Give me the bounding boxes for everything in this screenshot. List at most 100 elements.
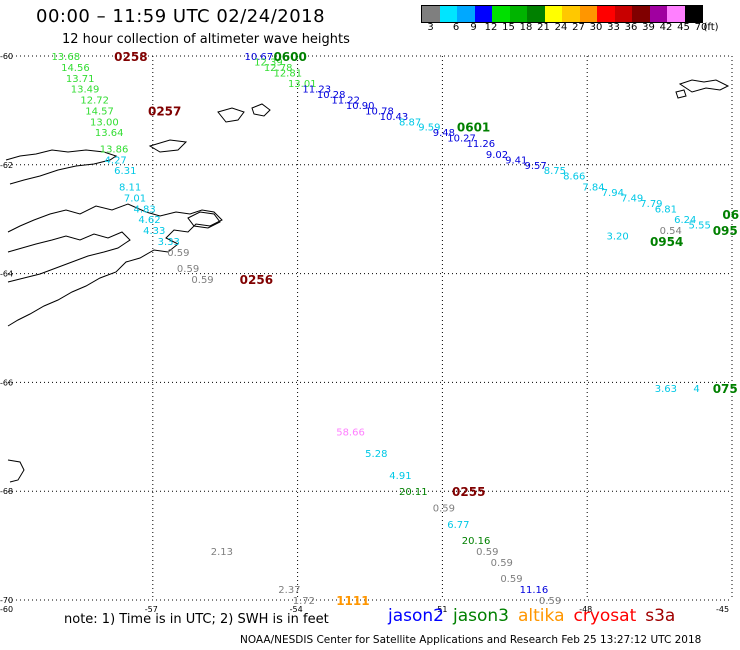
longitude-tick-label: -60 xyxy=(0,605,13,614)
wave-height-value: 10.90 xyxy=(346,101,375,112)
wave-height-value: 10.43 xyxy=(380,112,409,123)
wave-height-value: 4.27 xyxy=(105,155,127,166)
units-note: note: 1) Time is in UTC; 2) SWH is in fe… xyxy=(64,612,329,627)
wave-height-value: 10.67 xyxy=(245,52,274,63)
legend-item-cryosat: cryosat xyxy=(573,606,637,626)
wave-height-value: 4 xyxy=(693,384,699,395)
colorbar-level: 27 xyxy=(572,22,585,33)
wave-height-value: 12.78 xyxy=(264,63,293,74)
wave-height-value: 7.49 xyxy=(621,193,643,204)
colorbar-swatch xyxy=(579,6,597,22)
wave-height-value: 8.11 xyxy=(119,183,141,194)
coastline-peninsula-inner xyxy=(7,231,131,283)
pass-time-label: 0258 xyxy=(114,50,147,64)
wave-height-value: 20.11 xyxy=(399,487,428,498)
colorbar-level: 3 xyxy=(427,22,434,33)
wave-height-value: 6.77 xyxy=(447,520,469,531)
colorbar xyxy=(421,5,703,23)
colorbar-level: 18 xyxy=(519,22,533,33)
colorbar-swatch xyxy=(614,6,632,22)
wave-height-value: 8.66 xyxy=(563,172,585,183)
colorbar-level: 45 xyxy=(677,22,690,33)
colorbar-level: 24 xyxy=(554,22,568,33)
colorbar-swatch xyxy=(684,6,702,22)
wave-height-value: 7.01 xyxy=(124,193,146,204)
colorbar-level: 15 xyxy=(502,22,515,33)
colorbar-swatch xyxy=(439,6,457,22)
coastline-clarence-island xyxy=(251,103,271,117)
wave-height-value: 13.00 xyxy=(90,117,119,128)
pass-time-label: 075 xyxy=(713,382,738,396)
wave-height-value: 13.49 xyxy=(71,85,100,96)
pass-time-label: 0255 xyxy=(452,485,485,499)
colorbar-swatch xyxy=(562,6,580,22)
wave-height-value: 13.01 xyxy=(288,79,317,90)
wave-height-value: 4.83 xyxy=(133,204,155,215)
wave-height-value: 10.78 xyxy=(365,106,394,117)
graticule xyxy=(8,55,733,601)
wave-height-value: 10.28 xyxy=(317,90,346,101)
colorbar-swatch xyxy=(527,6,545,22)
coastline-south-orkney xyxy=(678,79,730,93)
coastline-south-shetland-west xyxy=(5,149,118,185)
colorbar-level: 6 xyxy=(452,22,460,33)
colorbar-level: 42 xyxy=(659,22,673,33)
legend-item-jason2: jason2 xyxy=(388,606,444,626)
pass-time-label: 06 xyxy=(722,208,739,222)
coastline-joinville-island xyxy=(187,211,221,229)
wave-height-value: 0.59 xyxy=(177,264,199,275)
colorbar-level: 12 xyxy=(484,22,498,33)
pass-time-label: 0257 xyxy=(148,104,181,118)
wave-height-value: 12.81 xyxy=(273,68,302,79)
wave-height-value: 9.57 xyxy=(524,161,546,172)
wave-height-value: 9.41 xyxy=(505,155,527,166)
axis-tick-labels: -60-62-64-66-68-70-60 -57 -54 -51 -48 -45 xyxy=(0,52,729,614)
wave-height-value: 0.59 xyxy=(500,574,522,585)
colorbar-level: 33 xyxy=(607,22,620,33)
pass-time-label: 0601 xyxy=(457,121,490,135)
longitude-tick-label: -45 xyxy=(716,605,729,614)
wave-height-value: 7.79 xyxy=(640,199,662,210)
colorbar-swatch xyxy=(597,6,615,22)
wave-height-value: 58.66 xyxy=(336,427,365,438)
pass-time-labels: 0258 0257 0256 0600 0601 0954 095 06 075 0255 1111 xyxy=(114,50,739,608)
coastline-elephant-island xyxy=(217,107,245,123)
wave-height-value: 9.59 xyxy=(418,123,440,134)
satellite-legend: jason2 jason3 altika cryosat s3a xyxy=(388,606,684,626)
wave-height-value: 7.84 xyxy=(582,183,604,194)
colorbar-level: 9 xyxy=(470,22,477,33)
wave-height-value: 13.71 xyxy=(66,74,95,85)
colorbar-swatch xyxy=(492,6,510,22)
wave-height-value: 4.91 xyxy=(389,471,411,482)
wave-height-value: 8.87 xyxy=(399,117,421,128)
wave-height-value: 0.59 xyxy=(191,275,213,286)
colorbar-swatch xyxy=(474,6,492,22)
wave-height-value: 8.75 xyxy=(544,166,566,177)
legend-item-altika: altika xyxy=(518,606,565,626)
map-title: 00:00 – 11:59 UTC 02/24/2018 xyxy=(36,6,326,27)
latitude-tick-label: -62 xyxy=(0,161,13,170)
colorbar-labels: 3 6 9 12 15 18 21 24 27 30 33 36 39 42 45 70 (ft) xyxy=(421,22,740,36)
latitude-tick-label: -70 xyxy=(0,596,13,605)
colorbar-level: 70 xyxy=(694,22,708,33)
wave-height-value: 6.24 xyxy=(674,215,696,226)
colorbar-level: 39 xyxy=(642,22,655,33)
colorbar-unit: (ft) xyxy=(703,22,719,33)
colorbar-level: 36 xyxy=(624,22,638,33)
wave-height-value: 5.55 xyxy=(689,221,711,232)
wave-height-value: 20.16 xyxy=(462,536,491,547)
coastline-filchner-fragment xyxy=(7,459,25,483)
colorbar-swatch xyxy=(544,6,562,22)
coastline-antarctic-peninsula xyxy=(7,203,223,327)
wave-height-value: 4.62 xyxy=(138,215,160,226)
colorbar-level: 30 xyxy=(589,22,603,33)
longitude-tick-label: -51 xyxy=(434,605,447,614)
wave-height-value: 3.20 xyxy=(607,232,629,243)
longitude-tick-label: -48 xyxy=(579,605,592,614)
latitude-tick-label: -64 xyxy=(0,270,13,279)
latitude-tick-label: -68 xyxy=(0,487,13,496)
wave-height-value: 6.31 xyxy=(114,166,136,177)
wave-height-value: 0.59 xyxy=(476,547,498,558)
wave-height-value: 11.22 xyxy=(331,96,360,107)
